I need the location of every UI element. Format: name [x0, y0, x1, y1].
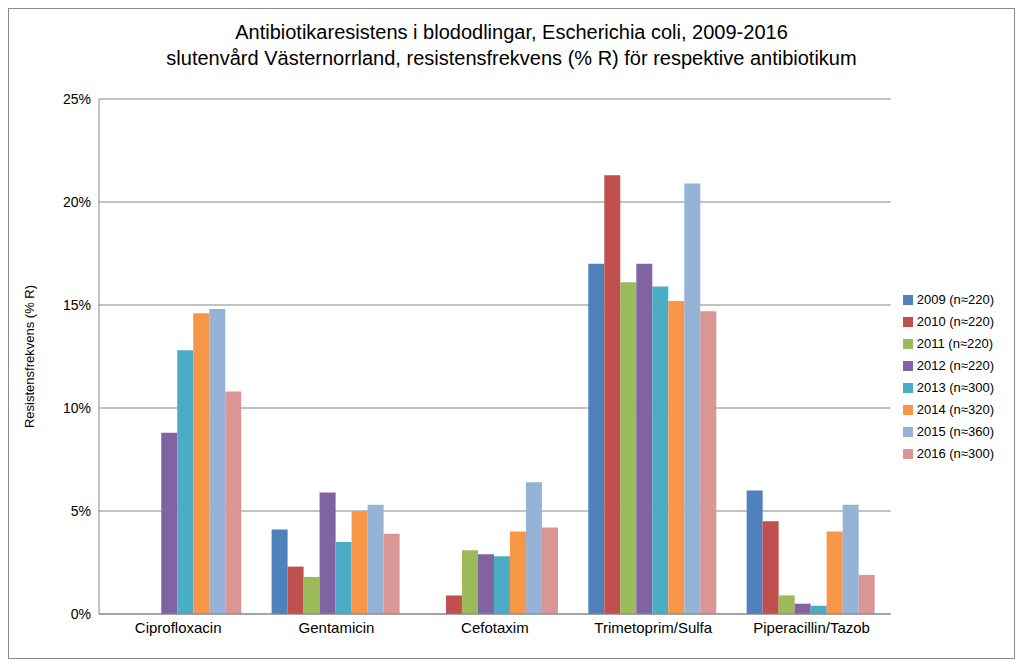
svg-text:Ciprofloxacin: Ciprofloxacin: [135, 619, 222, 636]
svg-text:Cefotaxim: Cefotaxim: [461, 619, 529, 636]
svg-text:20%: 20%: [63, 194, 91, 210]
html-text:2011 (n≈220): 2011 (n≈220): [916, 335, 993, 351]
html-text:2009 (n≈220): 2009 (n≈220): [916, 291, 994, 307]
html-text:2015 (n≈360): 2015 (n≈360): [916, 423, 994, 439]
html-text:slutenvård Västernorrland, res: slutenvård Västernorrland, resistensfrek…: [166, 47, 857, 69]
svg-text:Trimetoprim/Sulfa: Trimetoprim/Sulfa: [594, 619, 712, 636]
html-text:2010 (n≈220): 2010 (n≈220): [916, 313, 994, 329]
html-text:2014 (n≈320): 2014 (n≈320): [916, 401, 994, 417]
svg-text:10%: 10%: [63, 400, 91, 416]
svg-text:5%: 5%: [71, 503, 91, 519]
svg-text:15%: 15%: [63, 297, 91, 313]
svg-text:Gentamicin: Gentamicin: [299, 619, 375, 636]
svg-text:Resistensfrekvens (% R): Resistensfrekvens (% R): [22, 285, 37, 428]
html-text:2013 (n≈300): 2013 (n≈300): [916, 379, 994, 395]
svg-text:Piperacillin/Tazob: Piperacillin/Tazob: [753, 619, 870, 636]
svg-text:0%: 0%: [71, 606, 91, 622]
html-text:Antibiotikaresistens i blododl: Antibiotikaresistens i blododlingar, Esc…: [235, 21, 788, 43]
html-text:2012 (n≈220): 2012 (n≈220): [916, 357, 994, 373]
html-text:2016 (n≈300): 2016 (n≈300): [916, 445, 994, 461]
svg-text:25%: 25%: [63, 91, 91, 107]
